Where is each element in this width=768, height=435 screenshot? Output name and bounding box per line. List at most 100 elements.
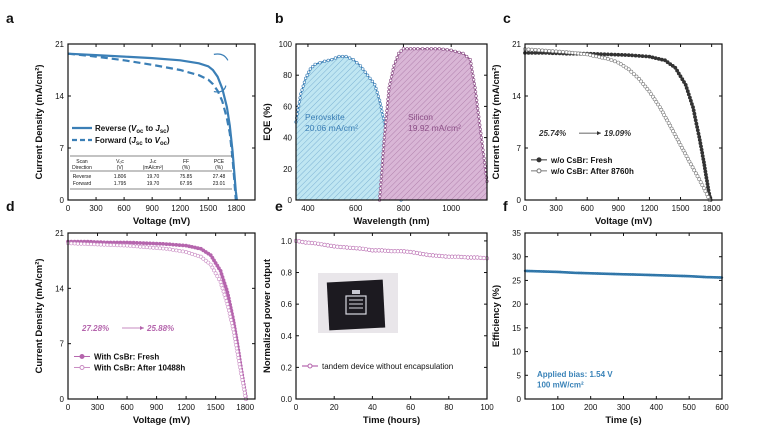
data-point [102, 242, 107, 247]
data-point [457, 50, 461, 54]
data-point [392, 64, 396, 68]
data-point [612, 272, 616, 276]
data-point [582, 52, 587, 57]
text-span: V [155, 136, 161, 145]
data-point [483, 164, 487, 168]
data-point [378, 186, 383, 190]
y-axis-label: Current Density (mA/cm²) [34, 258, 45, 373]
data-point [673, 65, 678, 70]
data-point [718, 276, 721, 279]
data-point [554, 270, 557, 273]
data-point [472, 78, 476, 82]
data-point [600, 55, 604, 60]
data-point [379, 182, 383, 186]
table-cell: Reverse [73, 174, 92, 180]
text-span: oc [136, 129, 144, 135]
x-tick-label: 400 [650, 403, 664, 412]
data-point [378, 102, 383, 106]
data-point [693, 118, 698, 123]
data-point [589, 272, 592, 275]
x-tick-label: 900 [150, 403, 164, 412]
data-point [437, 47, 441, 51]
data-point [238, 368, 243, 373]
data-point [445, 48, 449, 52]
data-point [89, 242, 93, 247]
data-point [72, 241, 77, 246]
data-point [637, 77, 642, 81]
axes-frame [67, 232, 256, 400]
data-point [220, 286, 225, 291]
data-point [405, 47, 409, 51]
x-tick-label: 1500 [672, 204, 690, 213]
data-point [358, 64, 363, 68]
data-point [596, 272, 599, 275]
data-point [575, 271, 578, 275]
data-point [341, 54, 345, 59]
data-point [653, 56, 658, 61]
data-point [239, 371, 244, 376]
data-point [212, 268, 216, 273]
data-point [473, 86, 477, 90]
x-tick-label: 400 [301, 204, 315, 213]
data-point [238, 365, 243, 370]
axes-frame [524, 232, 723, 400]
legend-marker [536, 157, 542, 163]
data-point [690, 165, 695, 170]
data-point [85, 242, 90, 247]
data-point [664, 274, 667, 277]
data-point [213, 261, 218, 265]
data-point [313, 62, 317, 66]
data-point [678, 274, 681, 278]
x-tick-label: 1200 [641, 204, 659, 213]
panel-label: b [275, 10, 284, 26]
text-span: sc [160, 129, 167, 135]
data-point [692, 111, 697, 116]
data-point [311, 64, 315, 69]
data-point [629, 273, 632, 276]
data-point [381, 151, 385, 155]
data-point [652, 273, 656, 277]
data-point [298, 96, 302, 100]
data-point [702, 163, 707, 168]
x-axis-label: Voltage (mV) [133, 216, 190, 227]
data-point [376, 94, 381, 98]
axes-frame [295, 43, 488, 201]
data-point [389, 75, 394, 79]
data-point [704, 192, 709, 197]
data-point [568, 271, 571, 274]
data-point [213, 271, 218, 276]
data-point [692, 168, 697, 173]
data-point [638, 273, 642, 276]
data-point [537, 270, 541, 273]
data-point [105, 242, 110, 247]
data-point [533, 48, 538, 52]
y-tick-label: 25 [512, 276, 521, 285]
y-tick-label: 21 [512, 40, 521, 49]
data-point [148, 245, 152, 250]
data-point [530, 47, 534, 52]
data-point [680, 274, 684, 278]
data-point [236, 355, 241, 360]
x-tick-label: 100 [551, 403, 565, 412]
data-point [399, 49, 403, 53]
data-point [619, 62, 623, 67]
data-point [547, 270, 550, 273]
data-point [391, 67, 395, 72]
x-tick-label: 1500 [207, 403, 225, 412]
data-point [386, 101, 390, 105]
x-tick-label: 1000 [442, 204, 460, 213]
data-point [379, 175, 384, 179]
data-point [482, 152, 486, 156]
data-point [222, 281, 227, 286]
data-point [171, 247, 175, 252]
data-point [640, 54, 645, 59]
axes-frame [524, 43, 723, 201]
data-point [469, 61, 473, 66]
arrow-reverse [213, 53, 229, 61]
data-point [689, 98, 693, 103]
y-tick-label: 7 [60, 144, 65, 153]
data-point [657, 274, 660, 277]
data-point [242, 387, 247, 392]
y-tick-label: 7 [517, 144, 522, 153]
